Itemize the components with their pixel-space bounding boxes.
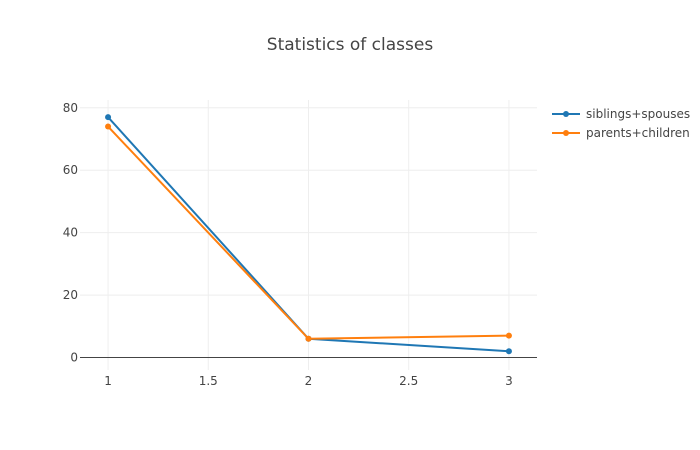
legend: siblings+spouses parents+children — [552, 107, 690, 140]
y-tick-label: 60 — [63, 163, 78, 177]
y-tick-label: 40 — [63, 226, 78, 240]
data-point — [105, 114, 112, 121]
legend-swatch-marker — [563, 111, 569, 117]
x-tick-label: 2.5 — [399, 374, 418, 388]
legend-label: siblings+spouses — [586, 107, 690, 121]
x-axis-ticks: 1 1.5 2 2.5 3 — [104, 374, 513, 388]
x-tick-label: 3 — [505, 374, 513, 388]
chart-title: Statistics of classes — [267, 35, 434, 55]
x-tick-label: 1 — [104, 374, 112, 388]
data-point — [105, 123, 112, 130]
x-tick-label: 2 — [305, 374, 313, 388]
data-point — [505, 348, 512, 355]
data-point — [305, 335, 312, 342]
y-tick-label: 20 — [63, 288, 78, 302]
legend-swatch-marker — [563, 130, 569, 136]
y-tick-label: 0 — [70, 351, 78, 365]
legend-item[interactable]: siblings+spouses — [552, 107, 690, 121]
legend-label: parents+children — [586, 126, 690, 140]
legend-item[interactable]: parents+children — [552, 126, 690, 140]
series-parents-children — [105, 123, 512, 342]
x-tick-label: 1.5 — [199, 374, 218, 388]
y-tick-label: 80 — [63, 101, 78, 115]
series-lines — [105, 114, 512, 355]
y-axis-ticks: 0 20 40 60 80 — [63, 101, 78, 365]
data-point — [505, 332, 512, 339]
